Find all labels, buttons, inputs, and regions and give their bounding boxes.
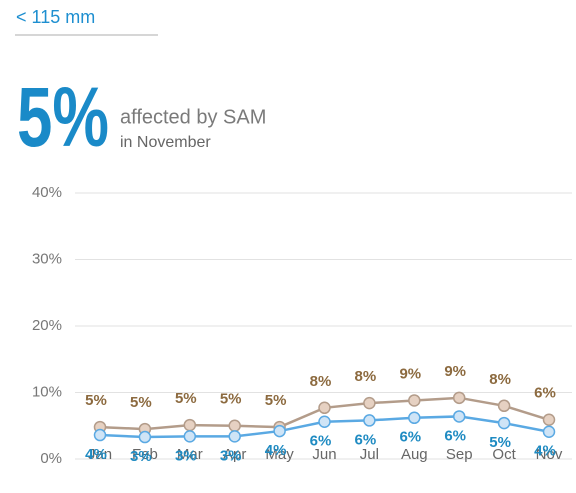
point xyxy=(318,401,331,415)
point xyxy=(542,425,556,438)
data-label: 6% xyxy=(310,433,332,450)
x-tick-label: Aug xyxy=(401,446,428,463)
y-tick-label: 20% xyxy=(32,317,62,334)
point xyxy=(408,394,421,407)
data-label: 3% xyxy=(175,447,197,464)
headline-text: affected by SAM xyxy=(120,106,266,128)
point xyxy=(497,399,511,413)
data-label: 9% xyxy=(444,363,466,380)
data-label: 4% xyxy=(85,446,107,463)
point xyxy=(363,396,376,410)
data-label: 3% xyxy=(130,448,152,465)
y-tick-label: 40% xyxy=(32,184,62,201)
point xyxy=(183,430,197,443)
x-tick-label: Apr xyxy=(223,446,246,463)
data-label: 6% xyxy=(399,429,421,446)
point xyxy=(363,414,376,427)
point xyxy=(452,410,466,423)
data-label: 6% xyxy=(444,427,466,444)
point xyxy=(318,415,331,429)
data-label: 6% xyxy=(534,385,556,402)
point xyxy=(93,428,107,442)
x-tick-label: Sep xyxy=(446,446,473,463)
data-label: 6% xyxy=(355,431,377,448)
back-link[interactable]: < 115 mm xyxy=(16,7,95,27)
y-tick-label: 10% xyxy=(32,383,62,400)
y-tick-label: 0% xyxy=(40,450,62,467)
point xyxy=(228,430,241,443)
x-tick-label: Nov xyxy=(536,446,563,463)
data-label: 5% xyxy=(489,434,511,451)
point xyxy=(497,416,511,430)
headline-subtext: in November xyxy=(120,134,211,151)
data-label: 5% xyxy=(220,391,242,408)
data-label: 8% xyxy=(489,371,511,388)
data-label: 9% xyxy=(399,365,421,382)
point xyxy=(408,411,421,425)
x-tick-label: Jan xyxy=(88,446,112,463)
data-label: 5% xyxy=(265,392,287,409)
x-tick-label: May xyxy=(265,446,294,463)
point xyxy=(273,424,286,438)
point xyxy=(228,419,241,432)
x-tick-label: Jun xyxy=(312,446,336,463)
data-label: 5% xyxy=(85,392,107,409)
point xyxy=(452,391,466,405)
x-tick-label: Oct xyxy=(492,446,516,463)
headline-figure: 5% xyxy=(17,70,109,164)
data-label: 5% xyxy=(175,390,197,407)
data-label: 8% xyxy=(355,368,377,385)
data-label: 5% xyxy=(130,394,152,411)
y-tick-label: 30% xyxy=(32,250,62,267)
x-tick-label: Feb xyxy=(132,446,158,463)
x-tick-label: Mar xyxy=(177,446,203,463)
data-label: 4% xyxy=(534,443,556,460)
point xyxy=(138,430,152,444)
data-label: 4% xyxy=(265,442,287,459)
x-tick-label: Jul xyxy=(360,446,379,463)
point xyxy=(183,418,197,432)
point xyxy=(542,413,556,427)
data-label: 3% xyxy=(220,447,242,464)
data-label: 8% xyxy=(310,373,332,390)
